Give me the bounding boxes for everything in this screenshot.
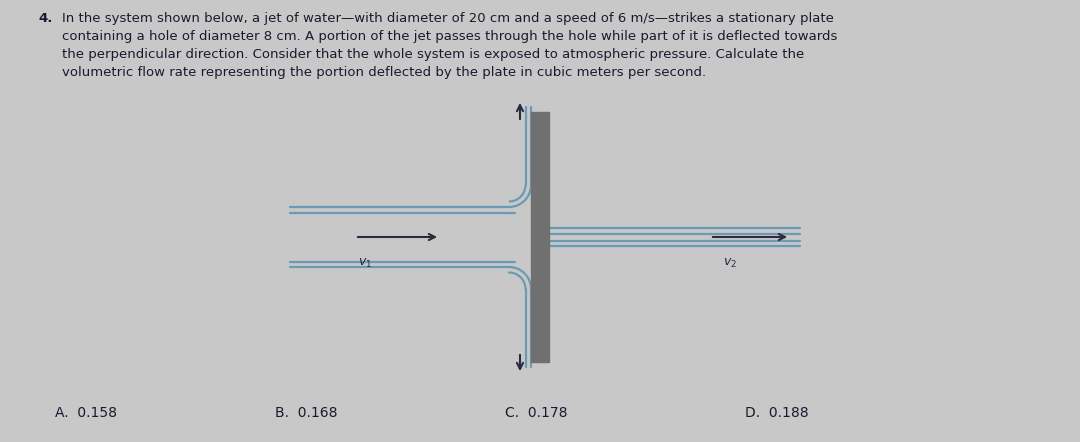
Text: $v_2$: $v_2$: [723, 257, 737, 270]
Text: B.  0.168: B. 0.168: [275, 406, 337, 420]
Text: 4.: 4.: [38, 12, 52, 25]
Text: A.  0.158: A. 0.158: [55, 406, 117, 420]
Bar: [531, 112, 549, 362]
Text: $v_1$: $v_1$: [357, 257, 373, 270]
Text: C.  0.178: C. 0.178: [505, 406, 567, 420]
Text: In the system shown below, a jet of water—with diameter of 20 cm and a speed of : In the system shown below, a jet of wate…: [62, 12, 837, 79]
Text: D.  0.188: D. 0.188: [745, 406, 809, 420]
